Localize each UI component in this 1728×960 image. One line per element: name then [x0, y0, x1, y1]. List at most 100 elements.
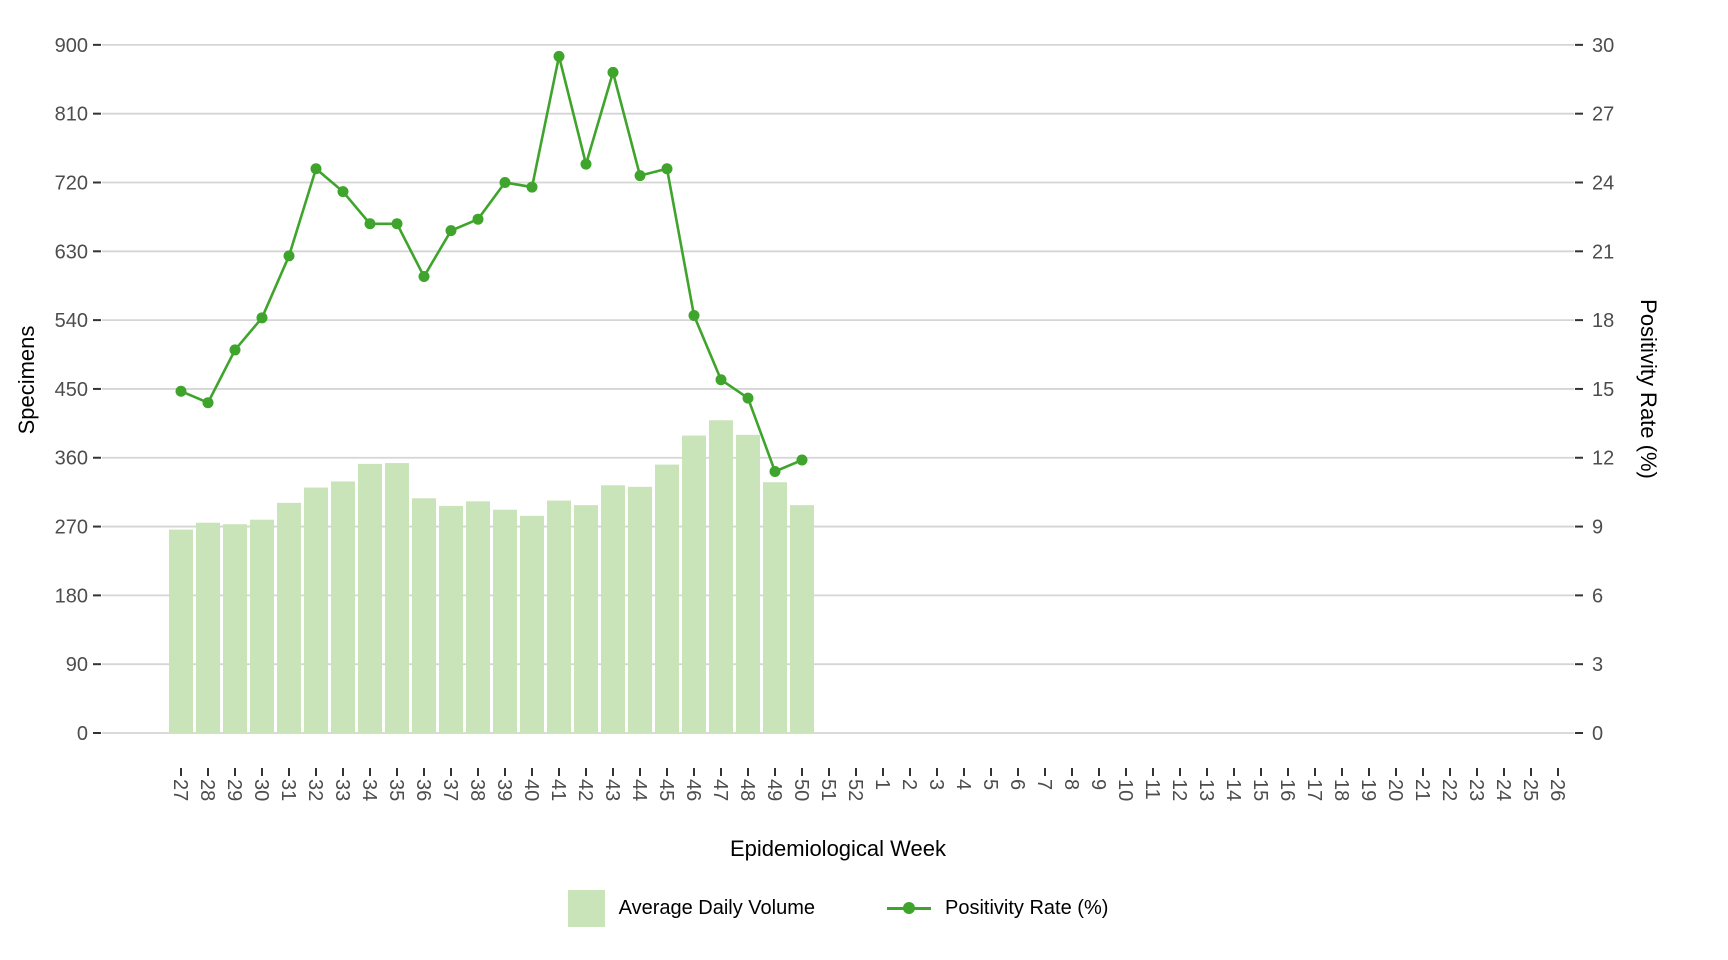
x-tick-label: 39: [493, 779, 515, 801]
line-point-week-36: [418, 271, 430, 283]
x-tick-label: 14: [1222, 779, 1244, 801]
y-axis-title-right: Positivity Rate (%): [1636, 299, 1661, 479]
legend-label-bar: Average Daily Volume: [618, 896, 816, 919]
y-right-tick-label: 18: [1592, 310, 1614, 332]
bar-week-46: [682, 435, 706, 733]
x-tick-label: 7: [1033, 779, 1055, 790]
y-left-tick-label: 630: [55, 241, 88, 263]
x-tick-label: 17: [1303, 779, 1325, 801]
x-tick-label: 8: [1060, 779, 1082, 790]
bar-week-47: [709, 420, 733, 733]
x-tick-label: 46: [682, 779, 704, 801]
bar-week-35: [385, 463, 409, 733]
legend: Average Daily Volume Positivity Rate (%): [102, 884, 1574, 932]
x-tick-label: 11: [1141, 779, 1163, 800]
bar-week-41: [547, 500, 571, 733]
x-tick-label: 21: [1411, 779, 1433, 801]
y-right-tick-label: 24: [1592, 172, 1614, 194]
x-tick-label: 24: [1492, 779, 1514, 801]
x-tick-label: 23: [1465, 779, 1487, 801]
line-point-week-31: [283, 250, 295, 262]
x-tick-label: 2: [898, 779, 920, 790]
legend-item-line: Positivity Rate (%): [887, 890, 1108, 927]
y-left-tick-label: 90: [66, 654, 88, 676]
y-right-tick-label: 15: [1592, 379, 1614, 401]
bar-week-37: [439, 505, 463, 733]
x-tick-label: 37: [439, 779, 461, 801]
positivity-line: [180, 56, 803, 474]
bar-week-28: [196, 522, 220, 733]
x-tick-label: 38: [466, 779, 488, 801]
x-tick-label: 48: [736, 779, 758, 801]
line-point-week-50: [796, 454, 808, 466]
x-tick-label: 16: [1276, 779, 1298, 801]
bar-week-42: [574, 505, 598, 733]
x-tick-label: 19: [1357, 779, 1379, 801]
x-tick-label: 51: [817, 779, 839, 801]
x-tick-label: 28: [196, 779, 218, 801]
bar-swatch-icon: [567, 889, 605, 927]
y-right-tick-label: 9: [1592, 517, 1603, 539]
bar-week-33: [331, 481, 355, 733]
bar-week-48: [736, 434, 760, 733]
x-tick-label: 43: [601, 779, 623, 801]
line-point-week-40: [526, 181, 538, 193]
x-tick-label: 45: [655, 779, 677, 801]
line-marker-icon: [887, 890, 932, 927]
x-tick-label: 26: [1546, 779, 1568, 801]
x-tick-label: 29: [223, 779, 245, 801]
line-point-week-35: [391, 218, 403, 230]
line-point-week-33: [337, 186, 349, 198]
line-point-week-34: [364, 218, 376, 230]
x-tick-label: 27: [169, 779, 191, 801]
line-point-week-46: [688, 310, 700, 322]
line-point-week-37: [445, 225, 457, 237]
line-point-week-41: [553, 50, 565, 62]
y-right-tick-label: 30: [1592, 35, 1614, 57]
line-point-week-42: [580, 158, 592, 170]
x-tick-label: 34: [358, 779, 380, 801]
x-tick-label: 42: [574, 779, 596, 801]
line-point-week-32: [310, 163, 322, 175]
legend-item-bar: Average Daily Volume: [567, 889, 816, 927]
bar-week-39: [493, 509, 517, 733]
x-tick-label: 9: [1087, 779, 1109, 790]
y-left-tick-label: 270: [55, 517, 88, 539]
y-right-tick-label: 27: [1592, 104, 1614, 126]
x-tick-label: 44: [628, 779, 650, 801]
y-left-tick-label: 810: [55, 104, 88, 126]
line-point-week-29: [229, 344, 241, 356]
x-tick-label: 5: [979, 779, 1001, 790]
y-left-tick-label: 180: [55, 585, 88, 607]
x-tick-label: 52: [844, 779, 866, 801]
bar-week-45: [655, 464, 679, 733]
line-point-week-49: [769, 466, 781, 478]
bar-week-29: [223, 524, 247, 733]
x-tick-label: 30: [250, 779, 272, 801]
line-point-week-45: [661, 163, 673, 175]
line-point-week-39: [499, 176, 511, 188]
bar-week-49: [763, 482, 787, 733]
y-right-tick-label: 0: [1592, 723, 1603, 745]
x-axis-title: Epidemiological Week: [729, 836, 947, 861]
y-right-tick-label: 3: [1592, 654, 1603, 676]
line-point-week-43: [607, 66, 619, 78]
x-tick-label: 40: [520, 779, 542, 801]
x-tick-label: 50: [790, 779, 812, 801]
bar-week-44: [628, 486, 652, 733]
legend-label-line: Positivity Rate (%): [945, 896, 1109, 919]
y-axis-title-left: Specimens: [14, 325, 39, 435]
y-left-tick-label: 0: [77, 723, 88, 745]
y-right-tick-label: 12: [1592, 448, 1614, 470]
x-tick-label: 36: [412, 779, 434, 801]
line-point-week-28: [202, 397, 214, 409]
line-point-week-44: [634, 170, 646, 182]
x-tick-label: 25: [1519, 779, 1541, 801]
line-point-week-30: [256, 312, 268, 324]
y-right-tick-label: 6: [1592, 585, 1603, 607]
bar-week-36: [412, 498, 436, 733]
line-series: [175, 50, 808, 478]
line-point-week-47: [715, 374, 727, 386]
